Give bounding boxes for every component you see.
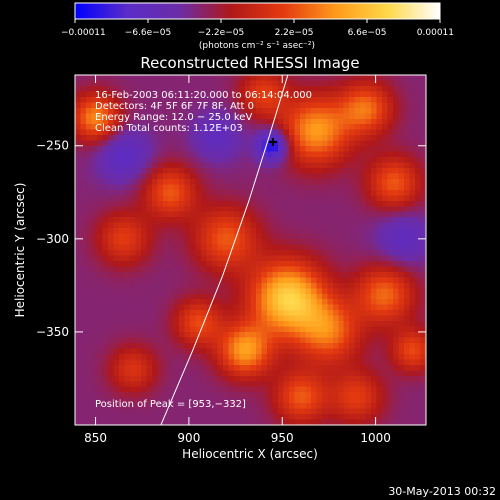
x-tick-label: 900 [177,431,200,445]
colorbar-tick-label: −2.2e−05 [198,28,244,38]
heatmap-image [75,75,426,425]
colorbar-tick-label: 0.00011 [417,28,454,38]
footer-timestamp: 30-May-2013 00:32 [388,485,496,498]
annotation-time-range: 16-Feb-2003 06:11:20.000 to 06:14:04.000 [95,90,312,101]
x-tick-label: 850 [84,431,107,445]
colorbar-unit-label: (photons cm⁻² s⁻¹ asec⁻²) [199,41,315,51]
x-tick-label: 1000 [360,431,391,445]
annotation-total-counts: Clean Total counts: 1.12E+03 [95,123,243,134]
annotation-block: 16-Feb-2003 06:11:20.000 to 06:14:04.000… [95,90,312,410]
y-axis-ticks: −250 −300 −350 [36,139,426,339]
x-tick-label: 950 [271,431,294,445]
solar-limb-curve [160,75,289,425]
peak-markers [268,138,277,147]
colorbar-tick-label: −6.6e−05 [125,28,171,38]
annotation-peak-position: Position of Peak = [953,−332] [95,399,246,410]
colorbar-tick-label: 6.6e−05 [348,28,387,38]
colorbar-tick-label: −0.00011 [61,28,106,38]
x-axis-label: Heliocentric X (arcsec) [182,447,318,461]
plot-frame [74,74,427,426]
colorbar-tick-label: 2.2e−05 [275,28,314,38]
y-tick-label: −300 [36,232,69,246]
y-tick-label: −350 [36,325,69,339]
colorbar: −0.00011 −6.6e−05 −2.2e−05 2.2e−05 6.6e−05 0.… [61,2,454,51]
annotation-detectors: Detectors: 4F 5F 6F 7F 8F, Att 0 [95,101,254,112]
colorbar-ticks: −0.00011 −6.6e−05 −2.2e−05 2.2e−05 6.6e−05 0.… [61,19,454,38]
colorbar-strip [74,2,441,20]
chart-title: Reconstructed RHESSI Image [140,54,359,72]
plot-area [75,75,426,425]
annotation-energy-range: Energy Range: 12.0 − 25.0 keV [95,112,252,123]
x-axis-ticks: 850 900 950 1000 [84,75,391,445]
y-axis-label: Heliocentric Y (arcsec) [13,183,27,318]
y-tick-label: −250 [36,139,69,153]
